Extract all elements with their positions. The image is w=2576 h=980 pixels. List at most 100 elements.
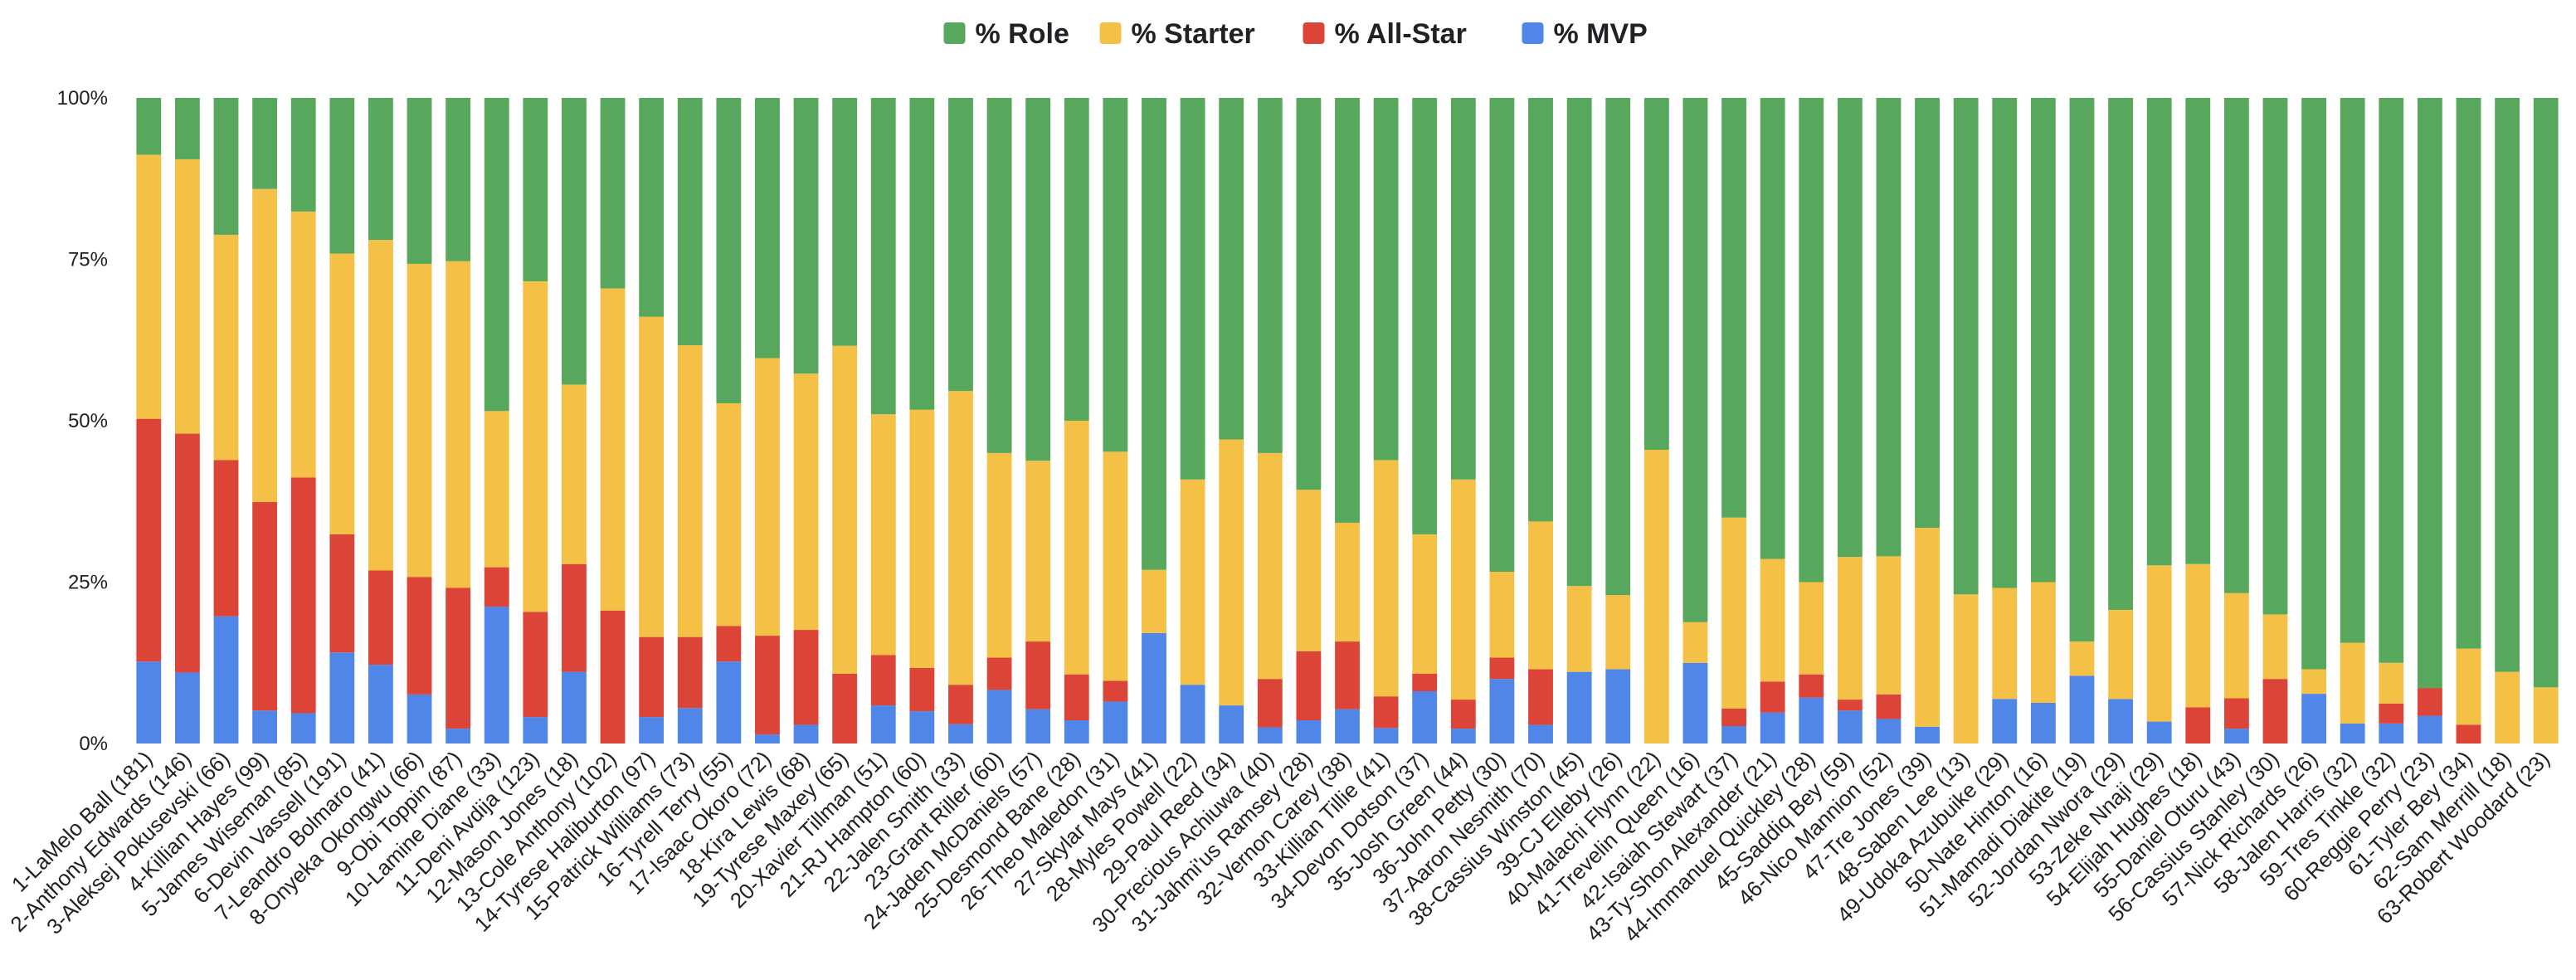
- y-tick-label: 50%: [68, 410, 108, 432]
- bar-segment-mvp: [1025, 709, 1051, 744]
- bar-segment-role: [1721, 98, 1746, 518]
- y-tick-label: 0%: [79, 733, 108, 755]
- bar-segment-starter: [1064, 421, 1089, 675]
- bar-stack: [2533, 98, 2559, 744]
- bar-segment-starter: [2262, 614, 2288, 680]
- bar-segment-mvp: [1605, 669, 1631, 744]
- bar-segment-role: [1566, 98, 1592, 587]
- bar-segment-role: [2108, 98, 2133, 610]
- bar-segment-mvp: [523, 717, 548, 744]
- bar-segment-role: [755, 98, 780, 358]
- bar-segment-all-star: [252, 502, 278, 711]
- bar-stack: [870, 98, 896, 744]
- bar-segment-all-star: [368, 570, 393, 666]
- bar-segment-starter: [600, 288, 626, 611]
- bar-segment-role: [986, 98, 1012, 453]
- bar-segment-role: [1682, 98, 1708, 622]
- bar-segment-mvp: [484, 607, 509, 744]
- bar-segment-starter: [1142, 569, 1166, 633]
- bar-stack: [2456, 98, 2481, 744]
- bar-segment-all-star: [986, 657, 1012, 690]
- bar-segment-all-star: [523, 612, 548, 718]
- bar-segment-all-star: [755, 636, 780, 735]
- bar-segment-mvp: [1682, 662, 1708, 744]
- bar-segment-starter: [1103, 451, 1128, 681]
- bar-segment-starter: [1992, 588, 2018, 700]
- bar-segment-role: [1142, 98, 1166, 570]
- bar-segment-mvp: [1296, 719, 1322, 744]
- bar-stack: [909, 98, 935, 744]
- bar-segment-starter: [870, 414, 896, 656]
- bar-segment-role: [2379, 98, 2404, 663]
- bar-stack: [1915, 98, 1940, 744]
- bar-segment-mvp: [1373, 728, 1399, 744]
- bar-stack: [2069, 98, 2095, 744]
- bar-segment-all-star: [909, 667, 935, 712]
- bar-segment-starter: [1837, 557, 1863, 700]
- bar-stack: [290, 98, 316, 744]
- bar-segment-all-star: [1489, 657, 1515, 680]
- bar-stack: [1180, 98, 1205, 744]
- bar-stack: [1605, 98, 1631, 744]
- bar-segment-starter: [1450, 479, 1476, 700]
- bar-segment-starter: [716, 402, 742, 627]
- bar-segment-starter: [329, 253, 355, 534]
- bar-stack: [1799, 98, 1824, 744]
- bar-segment-role: [446, 98, 471, 261]
- bar-segment-starter: [2340, 642, 2365, 724]
- bar-stack: [2379, 98, 2404, 744]
- bar-segment-all-star: [948, 685, 973, 724]
- bar-segment-mvp: [1142, 632, 1166, 744]
- bar-stack: [329, 98, 355, 744]
- bar-stack: [1412, 98, 1438, 744]
- bar-segment-starter: [2223, 592, 2249, 699]
- bar-segment-starter: [793, 373, 819, 631]
- bar-segment-all-star: [832, 673, 858, 744]
- bar-segment-starter: [252, 188, 278, 503]
- bar-segment-mvp: [909, 711, 935, 744]
- bar-stack: [1837, 98, 1863, 744]
- bar-segment-starter: [2146, 565, 2172, 722]
- bar-segment-mvp: [1566, 671, 1592, 744]
- bar-segment-starter: [213, 234, 239, 461]
- bar-segment-mvp: [2379, 723, 2404, 744]
- bar-stack: [368, 98, 393, 744]
- legend-label: % Starter: [1132, 18, 1255, 50]
- y-tick-label: 100%: [57, 87, 108, 110]
- bar-stack: [639, 98, 665, 744]
- bar-segment-role: [2262, 98, 2288, 615]
- bar-stack: [677, 98, 703, 744]
- bar-segment-starter: [368, 240, 393, 571]
- bar-segment-all-star: [2262, 679, 2288, 744]
- bar-segment-starter: [2533, 687, 2559, 744]
- bar-segment-mvp: [1257, 727, 1283, 744]
- bar-segment-all-star: [1760, 681, 1785, 713]
- bar-segment-mvp: [136, 661, 162, 744]
- bar-segment-mvp: [677, 708, 703, 744]
- bar-segment-starter: [1373, 460, 1399, 697]
- bar-segment-starter: [484, 411, 509, 568]
- bar-stack: [793, 98, 819, 744]
- bar-segment-role: [1605, 98, 1631, 596]
- bar-stack: [2223, 98, 2249, 744]
- bar-segment-all-star: [1335, 641, 1360, 709]
- bar-stack: [1760, 98, 1785, 744]
- bar-stack: [2495, 98, 2520, 744]
- bar-stack: [2262, 98, 2288, 744]
- bar-segment-role: [523, 98, 548, 281]
- bar-segment-role: [213, 98, 239, 235]
- bar-segment-mvp: [1721, 725, 1746, 744]
- bar-segment-role: [562, 98, 587, 385]
- bar-segment-all-star: [1721, 708, 1746, 726]
- bar-segment-all-star: [329, 534, 355, 653]
- bar-segment-role: [909, 98, 935, 410]
- bar-stack: [2146, 98, 2172, 744]
- bar-segment-mvp: [2223, 729, 2249, 744]
- bar-stack: [1257, 98, 1283, 744]
- bar-stack: [2185, 98, 2211, 744]
- bar-stack: [1025, 98, 1051, 744]
- y-tick-label: 25%: [68, 572, 108, 594]
- bar-segment-mvp: [1103, 701, 1128, 744]
- bar-segment-role: [2185, 98, 2211, 564]
- bar-segment-role: [1992, 98, 2018, 588]
